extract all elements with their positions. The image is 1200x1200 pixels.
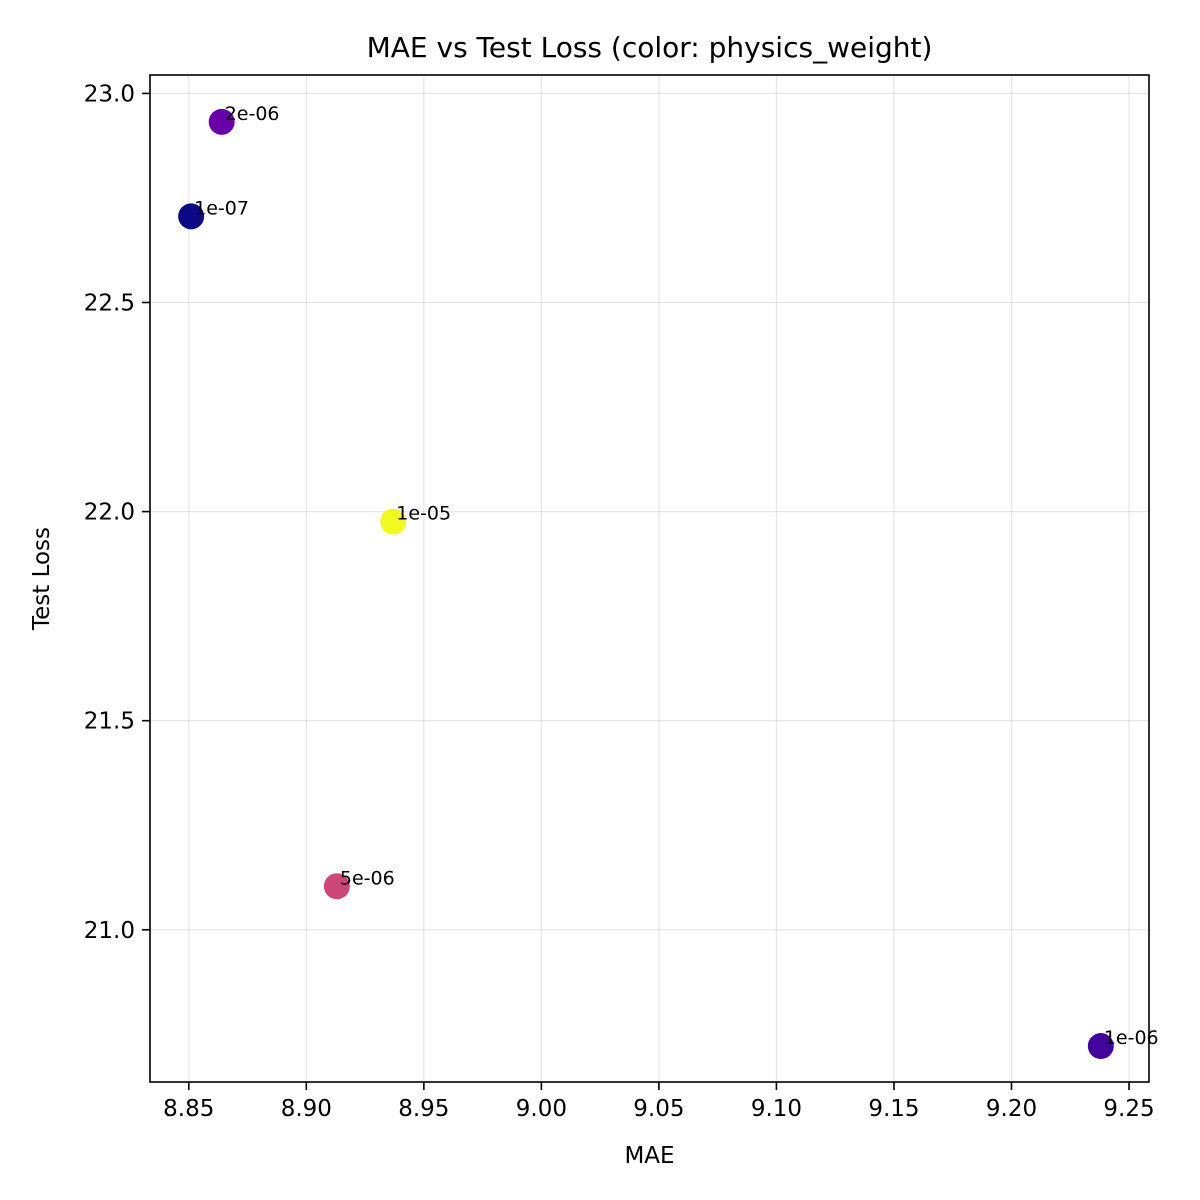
data-point-label: 2e-06	[225, 103, 280, 125]
x-tick-label: 9.05	[633, 1096, 684, 1122]
x-tick-label: 9.15	[868, 1096, 919, 1122]
grid	[150, 75, 1149, 1082]
x-axis-ticks: 8.85 8.90 8.95 9.00 9.05 9.10 9.15 9.20 9.25	[163, 1082, 1155, 1122]
y-tick-label: 23.0	[84, 81, 135, 107]
y-tick-label: 21.5	[84, 709, 135, 735]
data-point	[208, 108, 235, 135]
y-tick-label: 22.5	[84, 290, 135, 316]
data-point	[1087, 1033, 1114, 1060]
x-tick-label: 8.90	[281, 1096, 332, 1122]
x-tick-label: 9.25	[1103, 1096, 1154, 1122]
data-points	[178, 108, 1114, 1060]
data-point-label: 5e-06	[340, 867, 395, 889]
plot-area-frame	[149, 74, 1150, 1083]
data-point-label: 1e-06	[1104, 1027, 1159, 1049]
data-point-label: 1e-07	[194, 197, 249, 219]
x-tick-label: 9.10	[751, 1096, 802, 1122]
data-point	[178, 203, 205, 230]
x-tick-label: 8.85	[163, 1096, 214, 1122]
data-point-label: 1e-05	[396, 503, 451, 525]
data-point-labels: 1e-07 2e-06 1e-05 5e-06 1e-06	[194, 103, 1158, 1049]
data-point	[380, 508, 407, 535]
y-axis-label: Test Loss	[29, 527, 55, 631]
y-tick-label: 22.0	[84, 500, 135, 526]
x-tick-label: 9.20	[986, 1096, 1037, 1122]
y-axis-ticks: 21.0 21.5 22.0 22.5 23.0	[84, 81, 150, 944]
x-tick-label: 9.00	[516, 1096, 567, 1122]
data-point	[323, 873, 350, 900]
chart-title: MAE vs Test Loss (color: physics_weight)	[367, 31, 933, 64]
y-tick-label: 21.0	[84, 918, 135, 944]
x-tick-label: 8.95	[398, 1096, 449, 1122]
x-axis-label: MAE	[624, 1143, 674, 1169]
